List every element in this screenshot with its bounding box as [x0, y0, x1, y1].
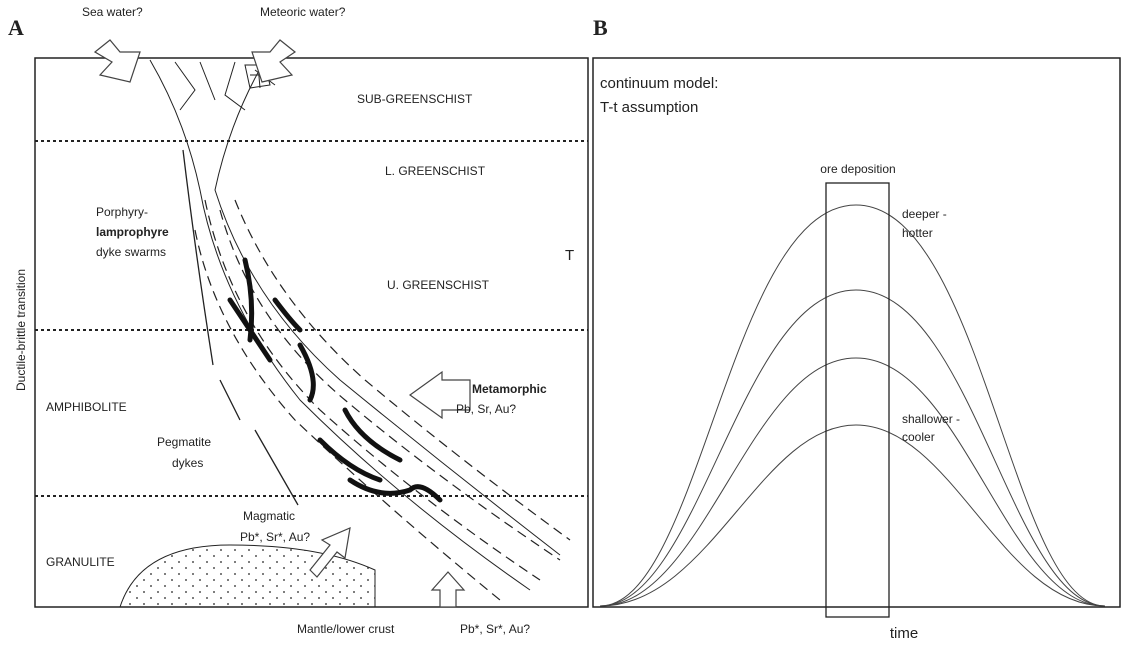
- porphyry-label: lamprophyre: [96, 225, 169, 239]
- magmatic-label: Magmatic: [243, 509, 295, 523]
- panel-a: A: [8, 5, 589, 636]
- sea-water-label: Sea water?: [82, 5, 143, 19]
- zone-label: AMPHIBOLITE: [46, 400, 127, 414]
- x-axis-label: time: [890, 625, 918, 642]
- panel-label: B: [593, 15, 608, 40]
- pegmatite-label: dykes: [172, 456, 203, 470]
- range-arrows: [182, 149, 299, 506]
- ore-deposition-window: [825, 182, 890, 618]
- mantle-label: Mantle/lower crust: [297, 622, 395, 636]
- lamprophyre-dykes: [227, 257, 443, 503]
- shallower-label: cooler: [902, 430, 935, 444]
- t-t-curves: [599, 204, 1106, 607]
- granulite-body: [119, 544, 376, 608]
- panel-label: A: [8, 15, 24, 40]
- panel-frame: [592, 57, 1121, 608]
- shallower-label: shallower -: [902, 412, 960, 426]
- porphyry-label: Porphyry-: [96, 205, 148, 219]
- zone-boundaries: [35, 140, 588, 497]
- vein-network: [149, 59, 561, 591]
- model-title: T-t assumption: [600, 99, 698, 116]
- panel-b: B continuum model: T-t assumption ore de…: [565, 15, 1121, 642]
- zone-label: SUB-GREENSCHIST: [357, 92, 473, 106]
- porphyry-label: dyke swarms: [96, 245, 166, 259]
- metamorphic-label: Pb, Sr, Au?: [456, 402, 516, 416]
- mantle-isotopes: Pb*, Sr*, Au?: [460, 622, 530, 636]
- deeper-label: hotter: [902, 226, 933, 240]
- metamorphic-label: Metamorphic: [472, 382, 547, 396]
- zone-label: U. GREENSCHIST: [387, 278, 490, 292]
- zone-label: GRANULITE: [46, 555, 115, 569]
- deeper-label: deeper -: [902, 207, 947, 221]
- pegmatite-label: Pegmatite: [157, 435, 211, 449]
- transition-label: Ductile-brittle transition: [14, 269, 28, 391]
- y-axis-label: T: [565, 247, 574, 264]
- dyke-dashes: [194, 199, 571, 601]
- zone-label: L. GREENSCHIST: [385, 164, 486, 178]
- meteoric-water-label: Meteoric water?: [260, 5, 346, 19]
- magmatic-label: Pb*, Sr*, Au?: [240, 530, 310, 544]
- flow-arrows: [93, 39, 471, 608]
- model-title: continuum model:: [600, 75, 718, 92]
- ore-deposition-label: ore deposition: [820, 162, 895, 176]
